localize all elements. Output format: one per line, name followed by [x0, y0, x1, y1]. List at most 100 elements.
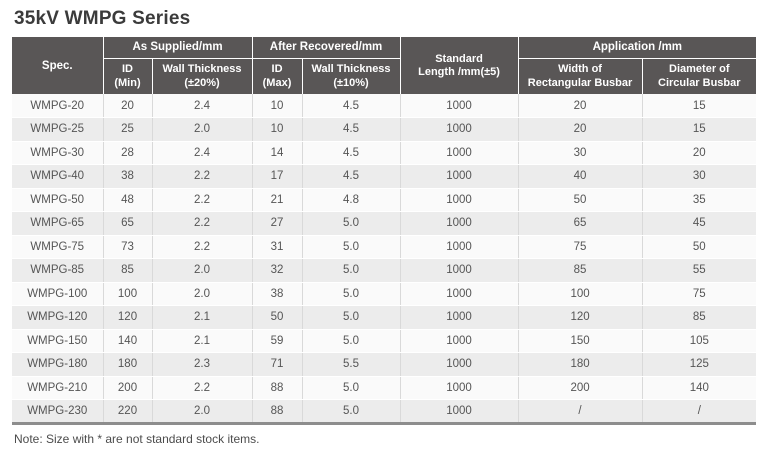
table-row: WMPG-210 200 2.2 88 5.0 1000 200 140 [12, 376, 757, 400]
header-width-rectangular-busbar-line1: Width of [558, 63, 602, 76]
spec-cell: WMPG-20 [12, 94, 104, 118]
width-rect-cell: 100 [518, 282, 643, 306]
diameter-circ-cell: / [642, 399, 757, 424]
standard-length-cell: 1000 [400, 188, 519, 212]
spec-cell: WMPG-210 [12, 376, 104, 400]
width-rect-cell: 20 [518, 94, 643, 118]
table-row: WMPG-180 180 2.3 71 5.5 1000 180 125 [12, 352, 757, 377]
page: 35kV WMPG Series Spec. As Supplied/mm Af… [12, 8, 757, 446]
diameter-circ-cell: 30 [642, 164, 757, 189]
diameter-circ-cell: 15 [642, 117, 757, 142]
wall-thickness-10-cell: 4.5 [302, 117, 401, 142]
diameter-circ-cell: 75 [642, 282, 757, 306]
id-min-cell: 85 [103, 258, 153, 283]
table-row: WMPG-100 100 2.0 38 5.0 1000 100 75 [12, 282, 757, 306]
width-rect-cell: 150 [518, 329, 643, 353]
header-wall-thickness-20-line1: Wall Thickness [162, 63, 242, 76]
id-max-cell: 71 [252, 352, 303, 377]
wall-thickness-20-cell: 2.0 [152, 258, 253, 283]
id-min-cell: 200 [103, 376, 153, 400]
table-row: WMPG-120 120 2.1 50 5.0 1000 120 85 [12, 305, 757, 330]
table-row: WMPG-20 20 2.4 10 4.5 1000 20 15 [12, 94, 757, 118]
spec-cell: WMPG-230 [12, 399, 104, 424]
header-wall-thickness-20: Wall Thickness (±20%) [152, 58, 253, 94]
wall-thickness-20-cell: 2.4 [152, 94, 253, 118]
footnote: Note: Size with * are not standard stock… [14, 431, 260, 446]
standard-length-cell: 1000 [400, 258, 519, 283]
header-standard-length: Standard Length /mm(±5) [400, 37, 519, 94]
wall-thickness-10-cell: 5.0 [302, 282, 401, 306]
diameter-circ-cell: 15 [642, 94, 757, 118]
spec-cell: WMPG-40 [12, 164, 104, 189]
header-id-max-line2: (Max) [262, 76, 292, 89]
wall-thickness-10-cell: 5.0 [302, 376, 401, 400]
wall-thickness-10-cell: 5.0 [302, 235, 401, 259]
id-max-cell: 59 [252, 329, 303, 353]
diameter-circ-cell: 125 [642, 352, 757, 377]
header-group-row: Spec. As Supplied/mm After Recovered/mm … [12, 37, 757, 94]
header-id-min: ID (Min) [103, 58, 153, 94]
wall-thickness-20-cell: 2.2 [152, 235, 253, 259]
id-min-cell: 140 [103, 329, 153, 353]
wall-thickness-20-cell: 2.2 [152, 211, 253, 236]
id-min-cell: 28 [103, 141, 153, 165]
wall-thickness-20-cell: 2.2 [152, 376, 253, 400]
diameter-circ-cell: 45 [642, 211, 757, 236]
table-body: WMPG-20 20 2.4 10 4.5 1000 20 15 WMPG-25 25 2.0 10 4… [12, 94, 757, 424]
diameter-circ-cell: 35 [642, 188, 757, 212]
id-min-cell: 38 [103, 164, 153, 189]
diameter-circ-cell: 105 [642, 329, 757, 353]
id-max-cell: 31 [252, 235, 303, 259]
table-row: WMPG-85 85 2.0 32 5.0 1000 85 55 [12, 258, 757, 283]
width-rect-cell: 75 [518, 235, 643, 259]
header-width-rectangular-busbar: Width of Rectangular Busbar [518, 58, 643, 94]
standard-length-cell: 1000 [400, 305, 519, 330]
wall-thickness-10-cell: 4.5 [302, 141, 401, 165]
id-max-cell: 21 [252, 188, 303, 212]
width-rect-cell: 65 [518, 211, 643, 236]
wall-thickness-10-cell: 5.5 [302, 352, 401, 377]
spec-cell: WMPG-120 [12, 305, 104, 330]
wall-thickness-20-cell: 2.2 [152, 164, 253, 189]
id-min-cell: 180 [103, 352, 153, 377]
id-max-cell: 10 [252, 94, 303, 118]
width-rect-cell: 120 [518, 305, 643, 330]
id-min-cell: 73 [103, 235, 153, 259]
spec-cell: WMPG-65 [12, 211, 104, 236]
header-diameter-circular-busbar-line1: Diameter of [669, 63, 730, 76]
table-row: WMPG-75 73 2.2 31 5.0 1000 75 50 [12, 235, 757, 259]
standard-length-cell: 1000 [400, 352, 519, 377]
wall-thickness-20-cell: 2.1 [152, 305, 253, 330]
table-row: WMPG-65 65 2.2 27 5.0 1000 65 45 [12, 211, 757, 236]
page-title: 35kV WMPG Series [14, 8, 191, 29]
spec-cell: WMPG-150 [12, 329, 104, 353]
spec-cell: WMPG-180 [12, 352, 104, 377]
wall-thickness-10-cell: 4.5 [302, 94, 401, 118]
wall-thickness-10-cell: 5.0 [302, 329, 401, 353]
spec-cell: WMPG-75 [12, 235, 104, 259]
header-spec: Spec. [12, 37, 104, 94]
header-wall-thickness-20-line2: (±20%) [184, 76, 220, 89]
standard-length-cell: 1000 [400, 329, 519, 353]
id-max-cell: 50 [252, 305, 303, 330]
id-min-cell: 48 [103, 188, 153, 212]
wall-thickness-20-cell: 2.4 [152, 141, 253, 165]
table-row: WMPG-150 140 2.1 59 5.0 1000 150 105 [12, 329, 757, 353]
width-rect-cell: 50 [518, 188, 643, 212]
standard-length-cell: 1000 [400, 235, 519, 259]
standard-length-cell: 1000 [400, 164, 519, 189]
header-standard-length-line1: Standard [435, 52, 483, 65]
id-min-cell: 25 [103, 117, 153, 142]
header-group-application: Application /mm [518, 37, 757, 59]
width-rect-cell: 200 [518, 376, 643, 400]
wall-thickness-20-cell: 2.0 [152, 117, 253, 142]
width-rect-cell: 20 [518, 117, 643, 142]
wall-thickness-20-cell: 2.0 [152, 399, 253, 424]
wall-thickness-20-cell: 2.0 [152, 282, 253, 306]
wall-thickness-10-cell: 5.0 [302, 258, 401, 283]
spec-cell: WMPG-25 [12, 117, 104, 142]
header-sub-row: ID (Min) Wall Thickness (±20%) ID (Max) … [12, 58, 757, 94]
header-diameter-circular-busbar: Diameter of Circular Busbar [642, 58, 757, 94]
id-min-cell: 20 [103, 94, 153, 118]
wall-thickness-20-cell: 2.1 [152, 329, 253, 353]
